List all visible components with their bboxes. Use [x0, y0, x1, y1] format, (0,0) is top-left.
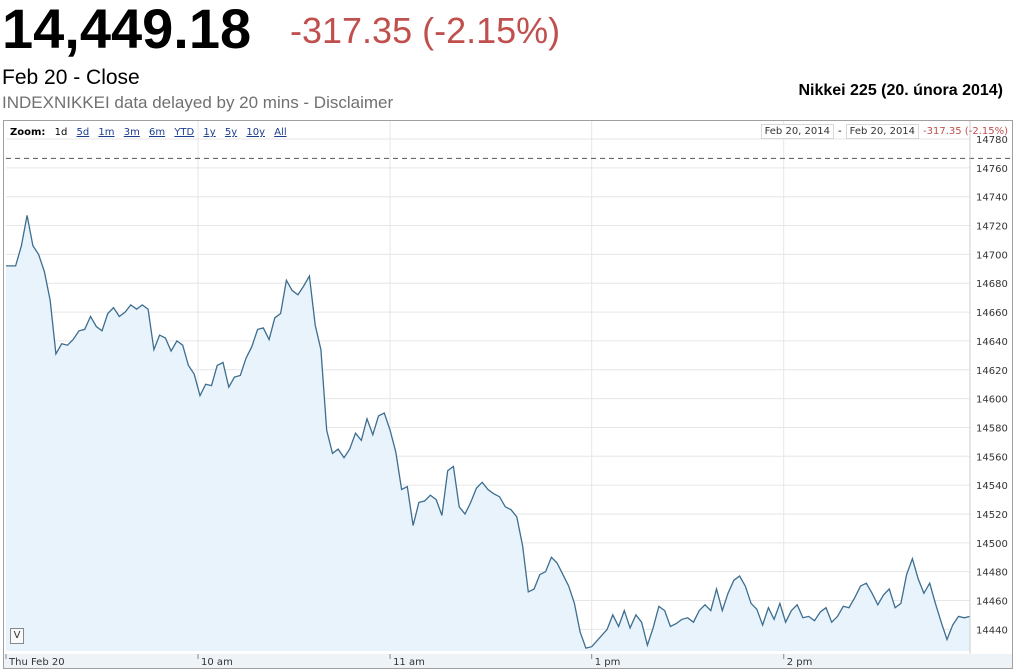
y-tick-label: 14580 — [976, 423, 1008, 434]
price-chart[interactable]: 14440 14460 14480 14500 14520 14540 14560 14580… — [4, 121, 1012, 668]
chart-side-title: Nikkei 225 (20. února 2014) — [798, 82, 1003, 99]
y-tick-label: 14660 — [976, 308, 1008, 319]
y-tick-label: 14560 — [976, 452, 1008, 463]
x-tick-label: 2 pm — [787, 657, 813, 668]
price-line — [6, 215, 971, 649]
zoom-ytd[interactable]: YTD — [174, 127, 195, 138]
range-start-date[interactable]: Feb 20, 2014 — [760, 124, 834, 139]
y-tick-label: 14460 — [976, 597, 1008, 608]
zoom-label: Zoom: — [10, 127, 46, 138]
zoom-3m[interactable]: 3m — [123, 127, 140, 138]
y-tick-label: 14680 — [976, 279, 1008, 290]
chart-container: 14440 14460 14480 14500 14520 14540 14560 14580… — [3, 120, 1013, 669]
y-tick-label: 14780 — [976, 135, 1008, 146]
y-tick-label: 14480 — [976, 568, 1008, 579]
range-change: -317.35 (-2.15%) — [923, 126, 1008, 137]
zoom-5y[interactable]: 5y — [224, 127, 238, 138]
volume-toggle-button[interactable]: V — [10, 628, 24, 644]
zoom-1m[interactable]: 1m — [98, 127, 115, 138]
x-tick-label: Thu Feb 20 — [8, 657, 65, 668]
y-tick-label: 14440 — [976, 625, 1008, 636]
date-range-selector: Feb 20, 2014 - Feb 20, 2014 -317.35 (-2.… — [760, 124, 1008, 139]
zoom-toolbar: Zoom: 1d 5d 1m 3m 6m YTD 1y 5y 10y All — [10, 127, 293, 138]
y-tick-label: 14620 — [976, 366, 1008, 377]
zoom-6m[interactable]: 6m — [149, 127, 166, 138]
y-tick-label: 14760 — [976, 164, 1008, 175]
y-tick-label: 14520 — [976, 510, 1008, 521]
x-tick-label: 11 am — [393, 657, 425, 668]
range-separator: - — [838, 126, 842, 137]
zoom-5d[interactable]: 5d — [76, 127, 90, 138]
y-tick-label: 14500 — [976, 539, 1008, 550]
y-tick-label: 14720 — [976, 222, 1008, 233]
price-area-fill — [6, 215, 970, 651]
zoom-1y[interactable]: 1y — [203, 127, 216, 138]
x-axis-strip — [4, 654, 1012, 668]
y-tick-label: 14700 — [976, 250, 1008, 261]
zoom-all[interactable]: All — [274, 127, 287, 138]
y-tick-label: 14640 — [976, 337, 1008, 348]
x-tick-label: 1 pm — [595, 657, 621, 668]
price-change: -317.35 (-2.15%) — [290, 10, 561, 51]
close-date-label: Feb 20 - Close — [2, 66, 140, 89]
x-tick-label: 10 am — [201, 657, 233, 668]
current-price: 14,449.18 — [2, 0, 252, 60]
data-source-line: INDEXNIKKEI data delayed by 20 mins - Di… — [2, 93, 394, 112]
y-tick-label: 14740 — [976, 193, 1008, 204]
y-tick-label: 14540 — [976, 481, 1008, 492]
zoom-10y[interactable]: 10y — [246, 127, 266, 138]
y-tick-label: 14600 — [976, 395, 1008, 406]
zoom-1d[interactable]: 1d — [54, 127, 68, 138]
range-end-date[interactable]: Feb 20, 2014 — [845, 124, 920, 139]
